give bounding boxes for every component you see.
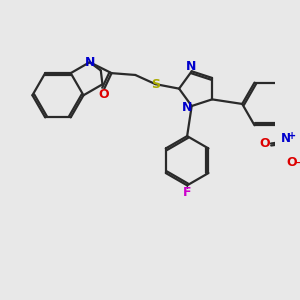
Text: O: O xyxy=(98,88,109,100)
Text: N: N xyxy=(85,56,95,69)
Text: N: N xyxy=(280,133,290,146)
Text: −: − xyxy=(294,158,300,168)
Text: S: S xyxy=(151,78,160,91)
Text: +: + xyxy=(288,131,296,141)
Text: N: N xyxy=(182,101,192,114)
Text: N: N xyxy=(186,60,196,73)
Text: O: O xyxy=(259,137,270,150)
Text: F: F xyxy=(183,186,191,199)
Text: O: O xyxy=(286,156,297,169)
